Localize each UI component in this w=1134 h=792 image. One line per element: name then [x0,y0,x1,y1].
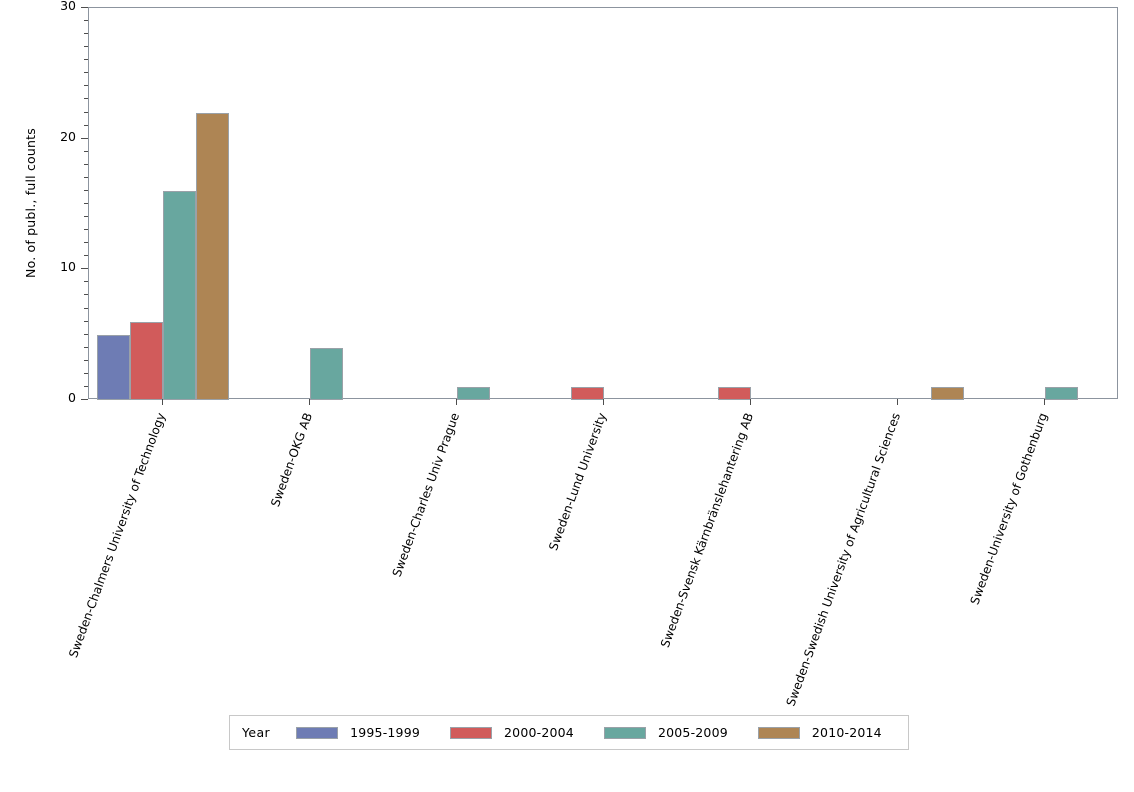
legend-entry[interactable]: 2000-2004 [450,725,574,740]
y-axis-tick-label: 10 [60,259,76,275]
y-axis-minor-tick [84,229,88,231]
x-axis-category-label: Sweden-University of Gothenburg [967,410,1051,607]
x-axis-tick [308,399,310,405]
y-axis-minor-tick [84,150,88,152]
y-axis-minor-tick [84,98,88,100]
x-axis-tick [1044,399,1046,405]
y-axis-minor-tick [84,59,88,61]
legend-entry[interactable]: 2010-2014 [757,725,882,740]
legend-entry-label: 2005-2009 [657,725,728,740]
bar[interactable] [456,386,490,400]
y-axis-major-tick [81,268,88,270]
y-axis-major-tick [81,7,88,8]
bar[interactable] [571,386,604,400]
y-axis-minor-tick [84,124,88,126]
x-axis-tick [897,399,899,405]
legend-title: Year [242,725,271,740]
legend-entry-label: 2010-2014 [811,725,882,740]
y-axis-minor-tick [84,203,88,204]
x-axis-tick [750,399,752,405]
x-axis-tick [603,399,604,405]
y-axis-minor-tick [84,242,88,244]
y-axis-minor-tick [84,346,88,348]
y-axis-tick-label: 20 [60,128,76,144]
y-axis-minor-tick [84,46,88,48]
bar[interactable] [96,334,130,400]
plot-area [88,7,1118,400]
bar-chart-figure: No. of publ., full counts 0 10 20 30 Sweden… [23,0,1118,750]
x-axis-tick [455,399,457,405]
legend-color-swatch [603,726,646,739]
y-axis-minor-tick [84,72,88,74]
bar[interactable] [309,347,343,400]
y-axis-minor-tick [84,20,88,22]
y-axis-minor-tick [84,85,88,87]
y-axis-minor-tick [84,189,88,191]
y-axis-minor-tick [84,163,88,165]
bar[interactable] [162,190,196,400]
y-axis-minor-tick [84,281,88,283]
y-axis-tick-label: 30 [60,0,76,13]
y-axis-major-tick [81,137,88,139]
legend[interactable]: Year 1995-1999 2000-2004 2005-2009 2010-201… [229,715,909,750]
y-axis-minor-tick [84,372,88,374]
y-axis-minor-tick [84,255,88,257]
legend-entries: 1995-1999 2000-2004 2005-2009 2010-2014 [296,725,912,740]
legend-entry-label: 1995-1999 [350,725,421,740]
legend-color-swatch [757,726,800,739]
y-axis-minor-tick [84,307,88,309]
y-axis-minor-tick [84,294,88,296]
y-axis-minor-tick [84,176,88,178]
x-axis-category-label: Sweden-Chalmers University of Technology [65,410,168,660]
x-axis-tick [161,399,163,405]
y-axis-minor-tick [84,216,88,218]
bar[interactable] [718,386,752,400]
legend-entry[interactable]: 1995-1999 [296,725,420,740]
y-axis-label: No. of publ., full counts [23,128,38,278]
y-axis-tick-label: 0 [68,390,76,405]
y-axis-minor-tick [84,333,88,335]
legend-color-swatch [450,726,493,739]
y-axis-minor-tick [84,111,88,113]
y-axis-minor-tick [84,359,88,361]
bar[interactable] [931,386,965,400]
y-axis-minor-tick [84,320,88,322]
y-axis-major-tick [81,399,88,400]
bar[interactable] [195,112,229,400]
legend-entry[interactable]: 2005-2009 [603,725,728,740]
y-axis-minor-tick [84,33,88,35]
bar[interactable] [1045,386,1079,400]
y-axis-minor-tick [84,385,88,387]
bar[interactable] [129,321,163,400]
legend-color-swatch [296,726,339,739]
legend-entry-label: 2000-2004 [504,725,574,740]
